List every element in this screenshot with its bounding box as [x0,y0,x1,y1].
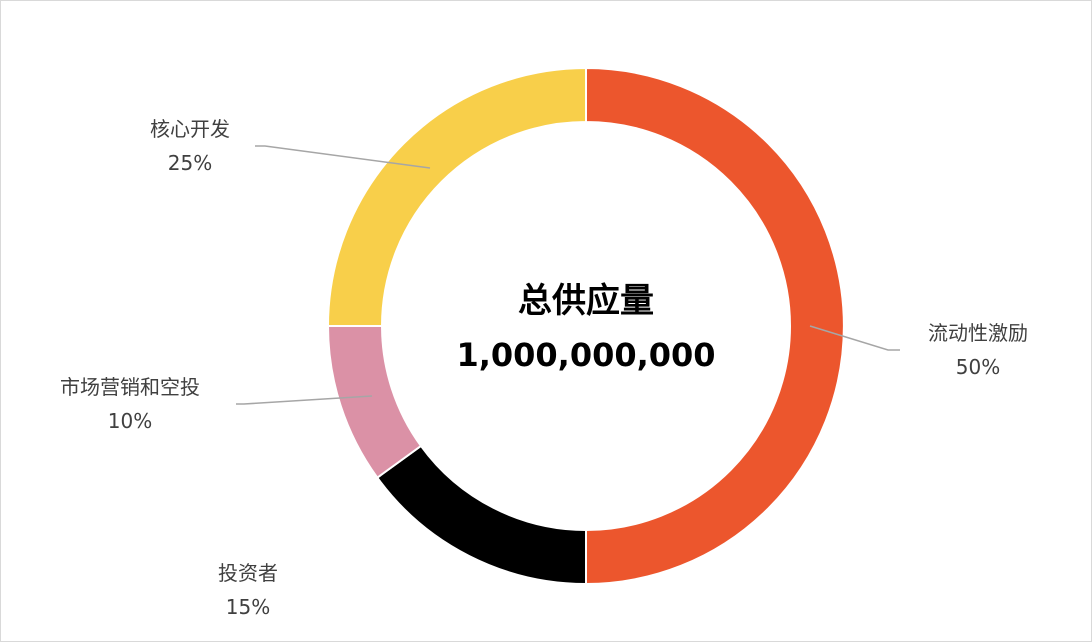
slice-percent-label-1: 50% [956,355,1000,379]
slice-name-label-4: 核心开发 [150,117,230,141]
leader-line-1 [809,325,900,351]
slice-name-label-1: 流动性激励 [928,321,1028,345]
slice-percent-label-2: 15% [226,595,270,619]
slice-name-label-3: 市场营销和空投 [60,375,200,399]
leader-line-3 [236,395,373,405]
slice-4 [326,66,587,327]
leader-line-4 [255,145,431,169]
leader-lines [236,145,900,405]
slice-labels: 流动性激励 50% 投资者 15% 市场营销和空投 10% 核心开发 25% [60,117,1028,619]
center-value: 1,000,000,000 [456,336,715,374]
slice-3 [326,325,423,480]
slice-percent-label-3: 10% [108,409,152,433]
slice-1 [585,66,845,586]
center-title: 总供应量 [518,281,654,321]
slice-2 [375,444,587,586]
slice-percent-label-4: 25% [168,151,212,175]
slices-layer [326,66,845,586]
slice-name-label-2: 投资者 [218,561,278,585]
